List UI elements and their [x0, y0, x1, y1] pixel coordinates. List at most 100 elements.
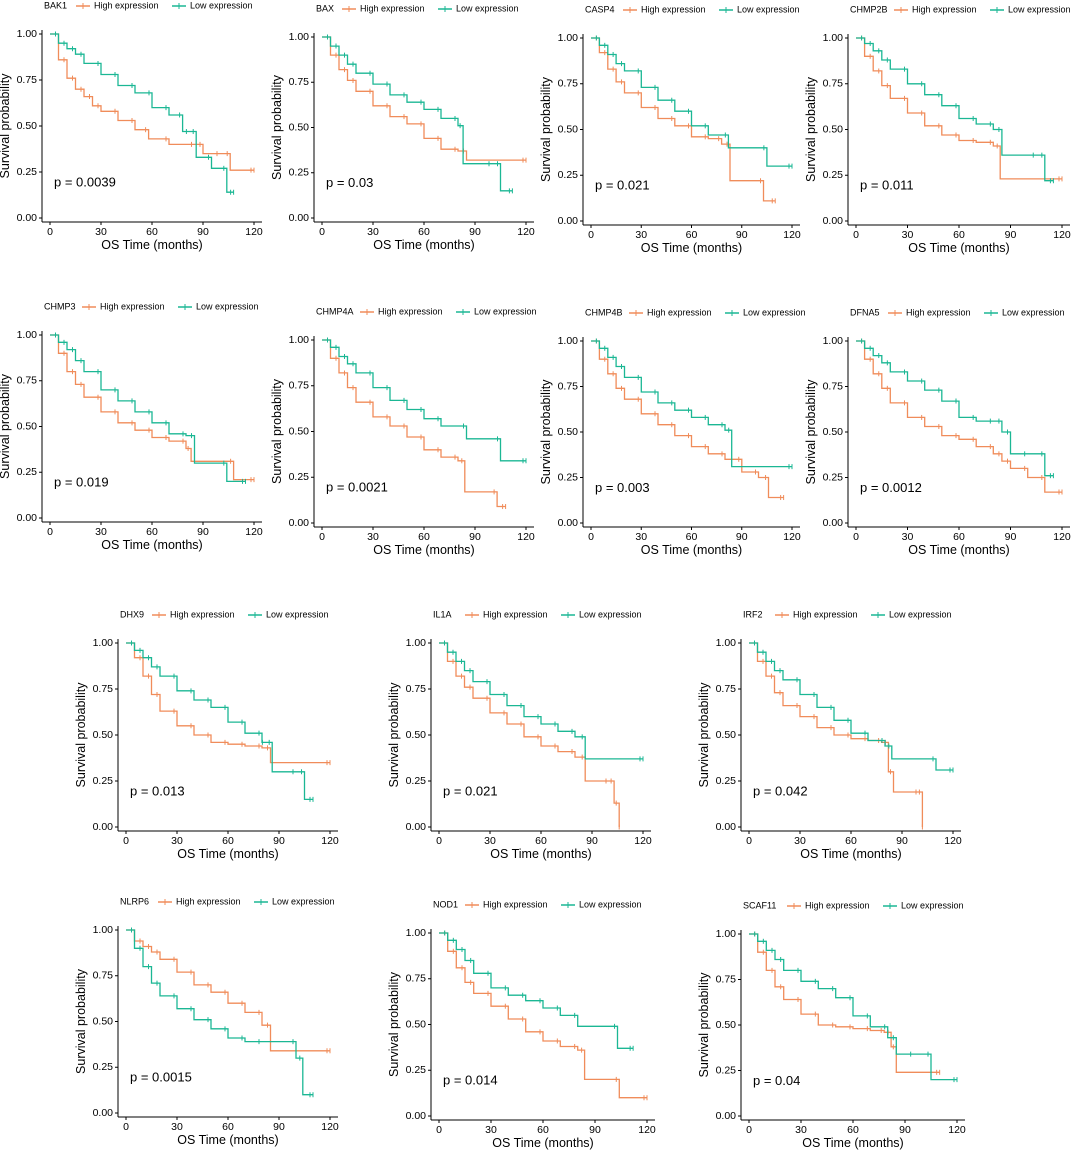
y-tick-label: 1.00	[716, 637, 737, 649]
p-value-label: p = 0.0021	[326, 480, 388, 495]
y-tick-label: 0.75	[716, 973, 737, 985]
y-tick-label: 0.75	[406, 683, 427, 695]
km-panel-chmp4a: CHMP4A High expression Low expression 0.00 0…	[270, 306, 537, 557]
x-tick-label: 0	[436, 835, 442, 847]
x-tick-label: 90	[899, 1124, 911, 1136]
y-axis-label: Survival probability	[697, 682, 711, 788]
series-high	[439, 930, 648, 1101]
x-tick-label: 120	[517, 226, 535, 238]
x-tick-label: 60	[535, 835, 547, 847]
x-tick-label: 90	[273, 835, 285, 847]
x-tick-label: 60	[845, 835, 857, 847]
legend-high-label: High expression	[378, 306, 443, 316]
x-axis-label: OS Time (months)	[373, 238, 474, 252]
y-tick-label: 0.25	[823, 169, 844, 181]
y-tick-label: 0.50	[558, 123, 579, 135]
survival-curve-high	[126, 929, 330, 1052]
y-tick-label: 0.75	[17, 74, 38, 86]
y-tick-label: 0.50	[17, 420, 38, 432]
x-tick-label: 120	[321, 1121, 339, 1133]
legend-high-label: High expression	[912, 4, 977, 14]
x-axis-label: OS Time (months)	[908, 543, 1009, 557]
legend-gene-label: CHMP4B	[585, 307, 623, 317]
legend-high-label: High expression	[805, 900, 870, 910]
legend-gene-label: DFNA5	[850, 307, 880, 317]
p-value-label: p = 0.019	[54, 475, 109, 490]
y-axis-label: Survival probability	[539, 76, 553, 182]
y-tick-label: 0.00	[823, 215, 844, 227]
x-tick-label: 60	[146, 226, 158, 238]
x-tick-label: 60	[953, 531, 965, 543]
survival-curve-low	[126, 929, 313, 1096]
x-axis-label: OS Time (months)	[492, 1136, 593, 1150]
series-high	[322, 337, 507, 510]
p-value-label: p = 0.021	[595, 178, 650, 193]
x-axis-label: OS Time (months)	[490, 847, 591, 861]
legend-high-label: High expression	[793, 609, 858, 619]
x-tick-label: 60	[686, 531, 698, 543]
y-tick-label: 0.00	[17, 212, 38, 224]
y-tick-label: 1.00	[823, 335, 844, 347]
legend-low-label: Low expression	[272, 896, 335, 906]
km-panel-chmp2b: CHMP2B High expression Low expression 0.00 0…	[804, 4, 1071, 255]
legend-gene-label: CHMP2B	[850, 4, 888, 14]
y-tick-label: 0.50	[716, 1019, 737, 1031]
x-tick-label: 90	[896, 835, 908, 847]
x-tick-label: 30	[795, 1124, 807, 1136]
y-axis-label: Survival probability	[697, 972, 711, 1078]
legend-gene-label: SCAF11	[743, 900, 776, 910]
legend-high-label: High expression	[483, 899, 548, 909]
survival-curve-high	[591, 340, 784, 499]
x-tick-label: 90	[586, 835, 598, 847]
y-tick-label: 0.25	[17, 166, 38, 178]
x-axis-label: OS Time (months)	[373, 543, 474, 557]
survival-curve-low	[439, 642, 643, 760]
survival-curve-low	[50, 334, 246, 483]
legend-gene-label: DHX9	[120, 609, 144, 619]
legend-low-label: Low expression	[579, 609, 642, 619]
km-panel-il1a: IL1A High expression Low expression 0.00 0.2…	[387, 609, 652, 861]
y-tick-label: 0.25	[406, 1064, 427, 1076]
x-tick-label: 30	[171, 835, 183, 847]
x-tick-label: 30	[485, 1124, 497, 1136]
y-tick-label: 0.75	[289, 380, 310, 392]
series-low	[50, 31, 235, 195]
x-tick-label: 0	[853, 229, 859, 241]
series-low	[322, 337, 527, 464]
series-low	[591, 35, 793, 169]
y-tick-label: 0.00	[823, 517, 844, 529]
survival-curve-low	[749, 933, 957, 1081]
x-tick-label: 60	[222, 835, 234, 847]
y-tick-label: 1.00	[406, 927, 427, 939]
survival-curve-high	[749, 933, 940, 1073]
y-tick-label: 0.50	[406, 729, 427, 741]
y-tick-label: 0.25	[558, 471, 579, 483]
km-panel-dhx9: DHX9 High expression Low expression 0.00 0.2…	[74, 609, 339, 861]
x-axis-label: OS Time (months)	[177, 847, 278, 861]
p-value-label: p = 0.014	[443, 1073, 498, 1088]
x-tick-label: 30	[902, 229, 914, 241]
series-low	[591, 338, 793, 470]
y-tick-label: 1.00	[17, 329, 38, 341]
y-tick-label: 0.75	[823, 78, 844, 90]
series-low	[749, 640, 954, 773]
series-high	[126, 640, 331, 766]
y-tick-label: 0.00	[558, 517, 579, 529]
survival-curve-low	[322, 36, 513, 192]
x-tick-label: 90	[469, 531, 481, 543]
x-tick-label: 0	[47, 526, 53, 538]
y-tick-label: 0.25	[558, 169, 579, 181]
km-panel-dfna5: DFNA5 High expression Low expression 0.00 0.…	[804, 307, 1071, 557]
y-tick-label: 0.50	[823, 123, 844, 135]
x-tick-label: 120	[948, 1124, 966, 1136]
x-tick-label: 30	[635, 531, 647, 543]
y-tick-label: 0.75	[289, 76, 310, 88]
y-tick-label: 0.25	[716, 775, 737, 787]
y-tick-label: 1.00	[558, 32, 579, 44]
legend-low-label: Low expression	[266, 609, 329, 619]
legend-gene-label: IRF2	[743, 609, 763, 619]
y-tick-label: 1.00	[716, 928, 737, 940]
survival-curve-high	[50, 33, 254, 171]
y-tick-label: 0.00	[17, 512, 38, 524]
y-tick-label: 0.75	[558, 78, 579, 90]
